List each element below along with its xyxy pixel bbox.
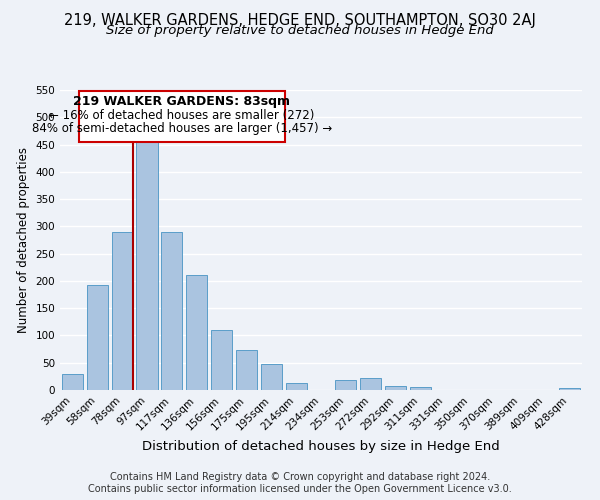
Bar — [186, 276, 207, 390]
Bar — [385, 386, 406, 390]
Text: 84% of semi-detached houses are larger (1,457) →: 84% of semi-detached houses are larger (… — [32, 122, 332, 134]
FancyBboxPatch shape — [79, 91, 285, 142]
Text: Contains public sector information licensed under the Open Government Licence v3: Contains public sector information licen… — [88, 484, 512, 494]
Bar — [261, 364, 282, 390]
Text: ← 16% of detached houses are smaller (272): ← 16% of detached houses are smaller (27… — [49, 109, 314, 122]
Bar — [559, 388, 580, 390]
Bar — [87, 284, 108, 390]
Bar — [136, 140, 158, 390]
Text: Contains HM Land Registry data © Crown copyright and database right 2024.: Contains HM Land Registry data © Crown c… — [110, 472, 490, 482]
Y-axis label: Number of detached properties: Number of detached properties — [17, 147, 30, 333]
Text: 219 WALKER GARDENS: 83sqm: 219 WALKER GARDENS: 83sqm — [73, 96, 290, 108]
Bar — [62, 374, 83, 390]
Text: Size of property relative to detached houses in Hedge End: Size of property relative to detached ho… — [106, 24, 494, 37]
Text: 219, WALKER GARDENS, HEDGE END, SOUTHAMPTON, SO30 2AJ: 219, WALKER GARDENS, HEDGE END, SOUTHAMP… — [64, 12, 536, 28]
Bar — [286, 383, 307, 390]
Bar — [335, 380, 356, 390]
Bar — [236, 350, 257, 390]
Bar — [112, 232, 133, 390]
Bar — [161, 232, 182, 390]
Bar — [360, 378, 381, 390]
Bar — [410, 388, 431, 390]
X-axis label: Distribution of detached houses by size in Hedge End: Distribution of detached houses by size … — [142, 440, 500, 453]
Bar — [211, 330, 232, 390]
